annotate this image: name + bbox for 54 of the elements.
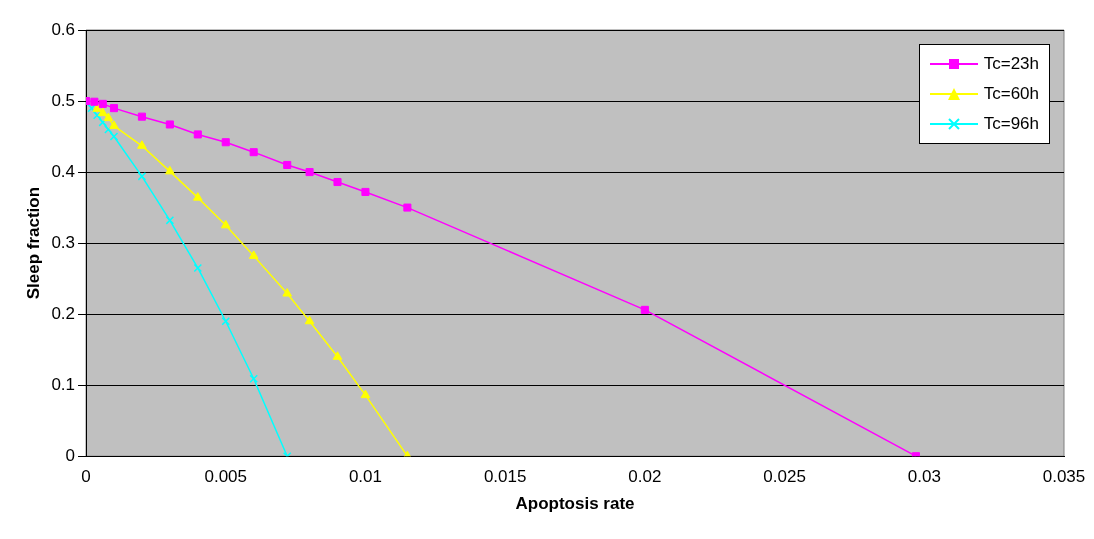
point — [332, 351, 343, 360]
y-tick-label: 0.4 — [51, 161, 76, 181]
y-axis-title: Sleep fraction — [23, 186, 43, 300]
point — [360, 389, 371, 399]
point — [640, 305, 649, 314]
legend-label: Tc=23h — [983, 53, 1039, 75]
point — [98, 118, 108, 127]
point — [220, 219, 231, 229]
y-tick-label: 0.3 — [51, 232, 76, 252]
x-tick-label: 0.03 — [907, 467, 941, 487]
point — [104, 125, 113, 134]
y-tick-label: 0.2 — [51, 303, 76, 323]
point — [165, 216, 175, 225]
y-tick-label: 0.6 — [51, 19, 76, 39]
point — [193, 263, 203, 273]
point — [193, 130, 202, 139]
x-tick-label: 0 — [81, 467, 91, 487]
point — [403, 203, 412, 212]
point — [333, 177, 342, 187]
point — [137, 112, 146, 121]
point — [137, 172, 147, 181]
point — [98, 99, 107, 108]
point — [137, 140, 147, 149]
point — [283, 160, 292, 169]
x-tick-label: 0.01 — [348, 467, 382, 487]
point — [249, 374, 258, 384]
legend-label: Tc=96h — [983, 113, 1039, 135]
x-tick-label: 0.035 — [1042, 467, 1086, 487]
point — [248, 250, 259, 259]
legend-label: Tc=60h — [983, 83, 1039, 105]
y-tick-label: 0.1 — [51, 374, 76, 394]
point — [103, 112, 114, 122]
point — [192, 192, 203, 201]
point — [249, 148, 258, 157]
point — [282, 288, 293, 297]
point — [305, 168, 314, 177]
point — [361, 187, 370, 196]
point — [221, 316, 231, 326]
point — [109, 104, 119, 113]
y-tick-label: 0 — [65, 445, 76, 465]
point — [221, 138, 230, 147]
x-tick-label: 0.015 — [483, 467, 527, 487]
point — [304, 315, 315, 325]
point — [97, 107, 108, 117]
x-tick-label: 0.02 — [628, 467, 662, 487]
point — [165, 120, 174, 129]
point — [165, 165, 175, 175]
x-tick-label: 0.025 — [763, 467, 806, 487]
point — [90, 97, 99, 106]
point — [109, 132, 119, 141]
x-tick-label: 0.005 — [204, 467, 248, 487]
y-tick-label: 0.5 — [51, 90, 76, 110]
point — [109, 120, 119, 129]
x-axis-title: Apoptosis rate — [515, 494, 635, 514]
